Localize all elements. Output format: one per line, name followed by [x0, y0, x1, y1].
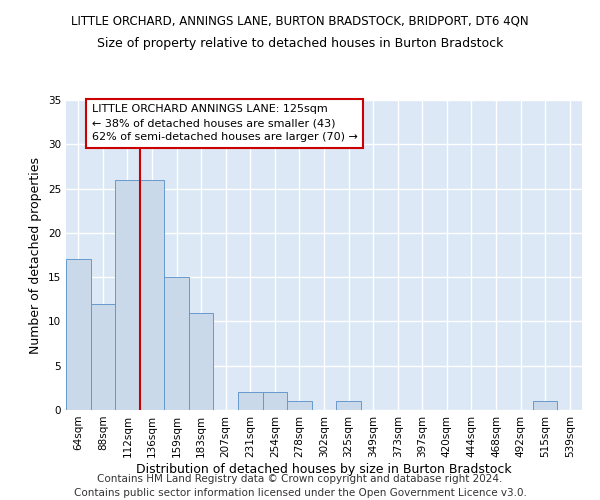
Bar	[140, 180, 164, 410]
Bar	[287, 401, 312, 410]
Bar	[91, 304, 115, 410]
Text: Size of property relative to detached houses in Burton Bradstock: Size of property relative to detached ho…	[97, 38, 503, 51]
X-axis label: Distribution of detached houses by size in Burton Bradstock: Distribution of detached houses by size …	[136, 462, 512, 475]
Bar	[533, 401, 557, 410]
Bar	[263, 392, 287, 410]
Bar	[164, 277, 189, 410]
Bar	[115, 180, 140, 410]
Text: LITTLE ORCHARD, ANNINGS LANE, BURTON BRADSTOCK, BRIDPORT, DT6 4QN: LITTLE ORCHARD, ANNINGS LANE, BURTON BRA…	[71, 15, 529, 28]
Bar	[189, 312, 214, 410]
Text: Contains HM Land Registry data © Crown copyright and database right 2024.
Contai: Contains HM Land Registry data © Crown c…	[74, 474, 526, 498]
Bar	[336, 401, 361, 410]
Text: LITTLE ORCHARD ANNINGS LANE: 125sqm
← 38% of detached houses are smaller (43)
62: LITTLE ORCHARD ANNINGS LANE: 125sqm ← 38…	[92, 104, 358, 142]
Bar	[66, 260, 91, 410]
Y-axis label: Number of detached properties: Number of detached properties	[29, 156, 43, 354]
Bar	[238, 392, 263, 410]
